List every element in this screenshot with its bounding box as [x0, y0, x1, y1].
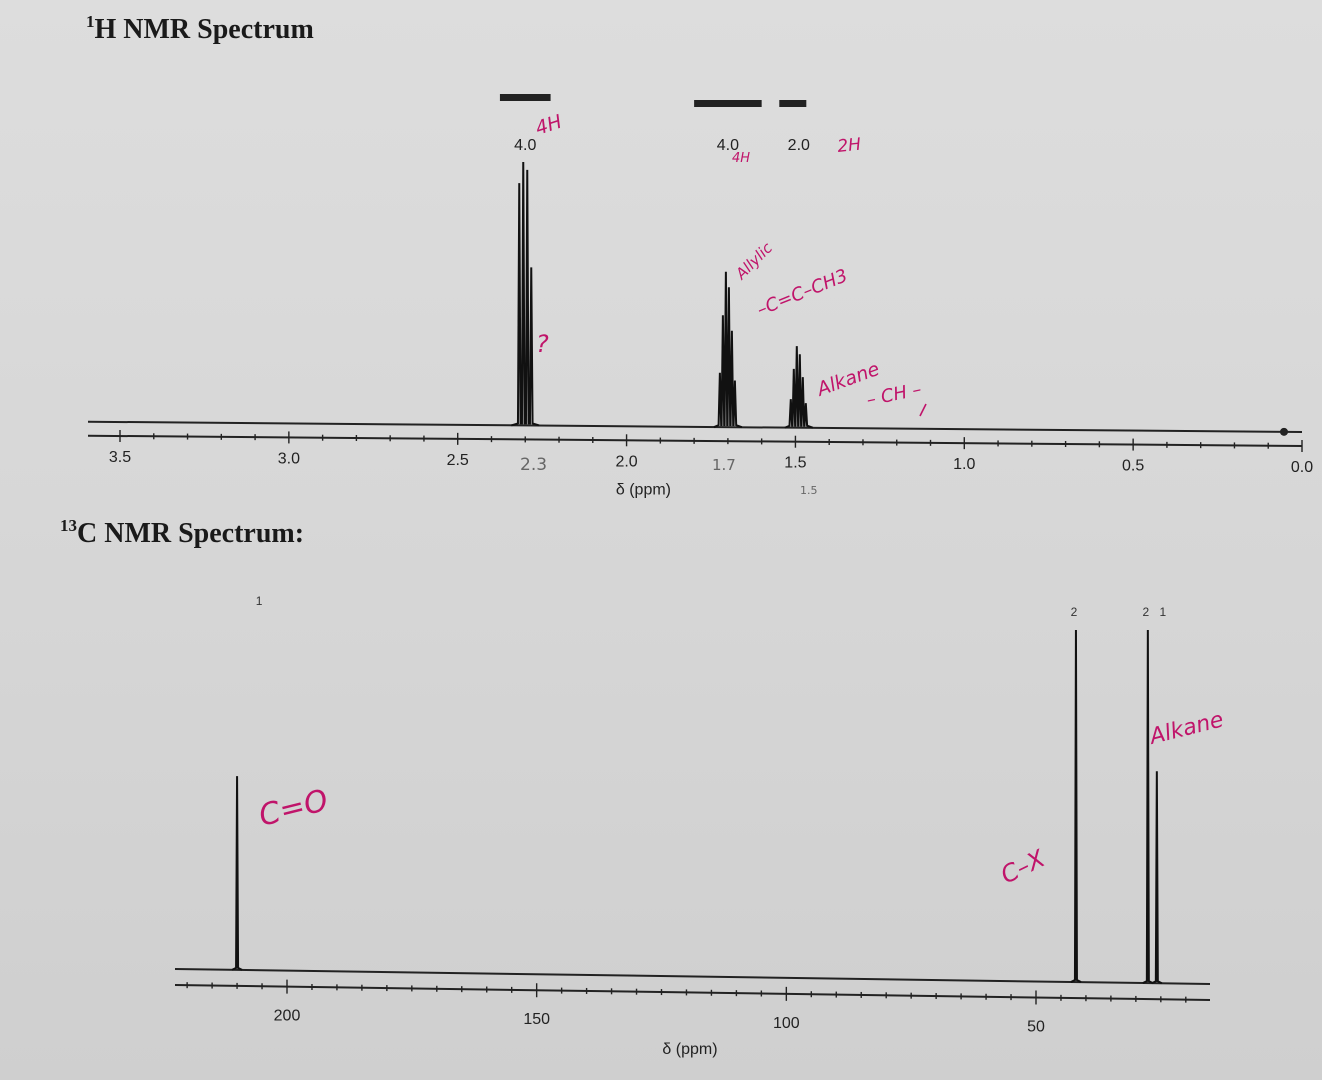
x-tick-label: 3.5: [109, 449, 131, 466]
peak-count-label: 1: [1159, 605, 1166, 619]
x-tick-label: 150: [523, 1011, 550, 1028]
pencil-2-3: 2.3: [520, 455, 547, 475]
spectrum-baseline: [174, 968, 1211, 985]
integral-bar: [779, 100, 807, 107]
h-nmr-marks: 3.5 3.0 2.5 2.0 1.5 1.0 0.5 0.0 δ (ppm) 4.0 4.0 2.0: [87, 94, 1313, 498]
peak-count-label: 2: [1143, 605, 1150, 619]
note-alkane: Alkane: [1145, 707, 1226, 750]
x-tick-label: 1.5: [784, 455, 806, 472]
x-tick-label: 0.0: [1291, 459, 1313, 476]
peak-count-label: 2: [1071, 605, 1078, 619]
reference-dot: [1280, 427, 1288, 436]
h-nmr-title: 1H NMR Spectrum: [86, 12, 314, 45]
x-tick-label: 1.0: [953, 456, 975, 473]
nmr-peak: [1070, 629, 1082, 983]
x-tick-label: 0.5: [1122, 458, 1144, 475]
nmr-peak: [1142, 629, 1154, 984]
nmr-peak: [231, 776, 243, 971]
note-2h: 2H: [836, 135, 862, 157]
x-tick-label: 3.0: [278, 450, 300, 467]
integral-bar: [499, 94, 551, 101]
note-stroke: [919, 403, 927, 417]
nmr-peak: [713, 271, 743, 429]
integral-value: 4.0: [514, 137, 536, 154]
note-carbonyl: C=O: [255, 783, 331, 834]
h-nmr-chart: 3.5 3.0 2.5 2.0 1.5 1.0 0.5 0.0 δ (ppm) 4.0 4.0 2.0…: [87, 94, 1313, 498]
x-tick-label: 2.5: [447, 452, 469, 469]
x-axis-title: δ (ppm): [662, 1041, 717, 1058]
nmr-peak: [1151, 771, 1163, 985]
integral-value: 4.0: [717, 137, 739, 154]
note-4h-b: 4H: [732, 151, 750, 166]
note-c-x: C–X: [996, 844, 1049, 889]
integral-bar: [694, 100, 762, 107]
c-nmr-title: 13C NMR Spectrum:: [60, 516, 305, 549]
pencil-1-5: 1.5: [800, 484, 818, 497]
nmr-peak: [784, 346, 814, 429]
c-nmr-marks: 200 150 100 50δ (ppm)12 2 1: [174, 594, 1211, 1058]
x-tick-label: 100: [773, 1015, 800, 1032]
pencil-1-7: 1.7: [712, 456, 736, 474]
note-question: ?: [536, 330, 549, 358]
c-nmr-annotations: C=O C–X Alkane: [255, 707, 1226, 889]
peak-count-label: 1: [256, 594, 263, 608]
spectrum-baseline: [87, 420, 1303, 433]
integral-value: 2.0: [788, 137, 810, 154]
x-tick-label: 200: [274, 1008, 301, 1025]
x-tick-label: 2.0: [615, 453, 637, 470]
x-axis-line: [174, 984, 1211, 1001]
nmr-peak: [510, 161, 540, 427]
x-tick-label: 50: [1027, 1018, 1045, 1035]
x-axis-title: δ (ppm): [616, 481, 671, 498]
